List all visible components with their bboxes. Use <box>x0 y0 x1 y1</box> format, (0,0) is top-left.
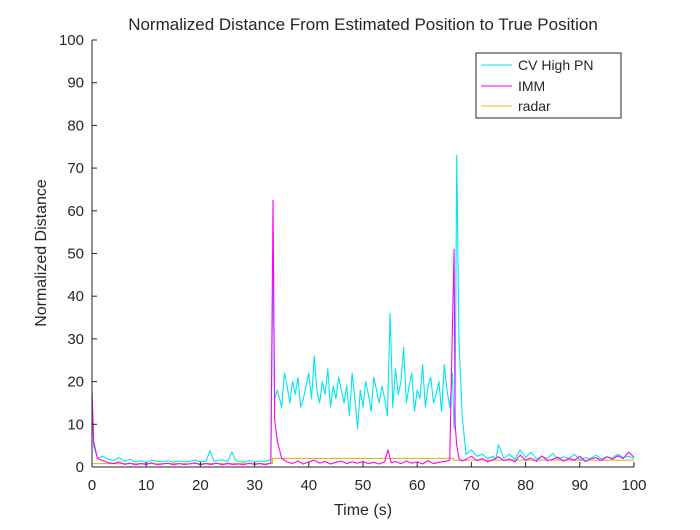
x-tick-label: 20 <box>192 477 209 494</box>
x-tick-label: 10 <box>138 477 155 494</box>
x-tick-label: 0 <box>88 477 96 494</box>
x-tick-label: 50 <box>355 477 372 494</box>
y-tick-label: 100 <box>59 32 84 49</box>
y-tick-label: 30 <box>67 331 84 348</box>
x-axis-label: Time (s) <box>334 502 392 519</box>
y-tick-label: 40 <box>67 288 84 305</box>
x-tick-label: 70 <box>463 477 480 494</box>
y-tick-group: 0 10 20 30 40 50 60 70 80 90 100 <box>59 32 97 476</box>
y-tick-label: 10 <box>67 416 84 433</box>
y-tick-label: 0 <box>76 459 84 476</box>
x-tick-group: 0 10 20 30 40 50 60 70 80 90 100 <box>88 462 647 494</box>
legend-label-cv-high-pn: CV High PN <box>518 57 593 73</box>
y-tick-label: 80 <box>67 117 84 134</box>
legend-box <box>475 52 622 119</box>
y-tick-label: 60 <box>67 203 84 220</box>
series-line-imm <box>91 199 635 466</box>
legend-label-radar: radar <box>518 98 551 114</box>
x-tick-label: 60 <box>409 477 426 494</box>
y-tick-label: 70 <box>67 160 84 177</box>
y-tick-label: 20 <box>67 374 84 391</box>
x-tick-label: 80 <box>517 477 534 494</box>
y-tick-label: 90 <box>67 75 84 92</box>
x-tick-label: 90 <box>571 477 588 494</box>
series-line-cv-high-pn <box>91 154 635 463</box>
legend-label-imm: IMM <box>518 78 545 94</box>
y-axis-label: Normalized Distance <box>33 179 50 327</box>
legend[interactable]: CV High PN IMM radar <box>475 52 622 119</box>
chart-title: Normalized Distance From Estimated Posit… <box>128 15 598 34</box>
y-tick-label: 50 <box>67 246 84 263</box>
series-line-radar <box>92 457 634 465</box>
x-tick-label: 100 <box>621 477 646 494</box>
x-tick-label: 30 <box>246 477 263 494</box>
x-tick-label: 40 <box>300 477 317 494</box>
series-layer <box>91 154 635 466</box>
